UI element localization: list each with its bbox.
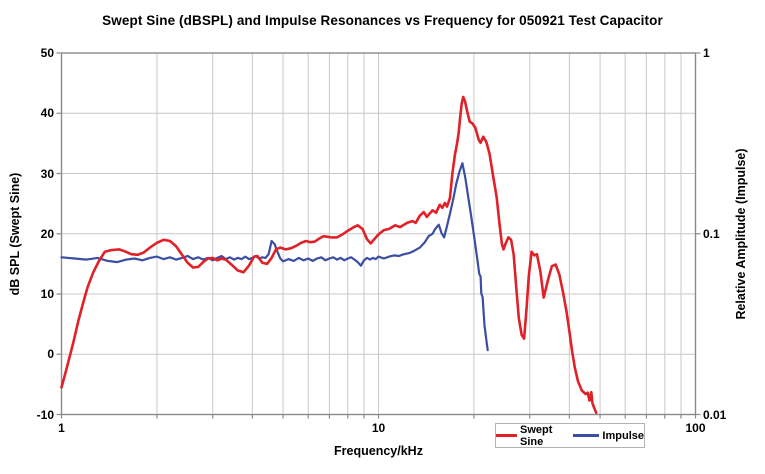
- right-axis-tick-label-1: 1: [703, 46, 710, 60]
- y-axis-tick-label-20: 20: [40, 227, 54, 241]
- y-axis-tick-label-50: 50: [40, 46, 54, 60]
- x-axis-tick-label-100: 100: [685, 421, 706, 435]
- legend-label-impulse: Impulse: [602, 429, 644, 442]
- chart-title: Swept Sine (dBSPL) and Impulse Resonance…: [102, 13, 663, 28]
- legend: Swept Sine Impulse: [495, 423, 645, 448]
- right-axis-title: Relative Amplitude (Impulse): [734, 148, 748, 320]
- y-axis-tick-label-10: 10: [40, 287, 54, 301]
- y-axis-tick-label-40: 40: [40, 106, 54, 120]
- right-axis-tick-label-0p01: 0.01: [703, 407, 727, 422]
- y-axis-tick-label-neg10: -10: [36, 407, 54, 422]
- x-axis-tick-label-10: 10: [371, 421, 386, 435]
- x-axis-tick-label-1: 1: [58, 421, 65, 435]
- right-axis-tick-label-0p1: 0.1: [703, 227, 720, 241]
- y-axis-title: dB SPL (Swept Sine): [8, 172, 22, 296]
- legend-line-swept-sine: [496, 434, 517, 437]
- x-axis-title: Frequency/kHz: [334, 444, 423, 458]
- y-axis-tick-label-0: 0: [47, 347, 54, 361]
- y-axis-tick-label-30: 30: [40, 166, 54, 181]
- legend-item-swept-sine: Swept Sine: [496, 424, 567, 448]
- legend-label-swept-sine: Swept Sine: [520, 423, 553, 448]
- legend-line-impulse: [573, 434, 600, 437]
- legend-item-impulse: Impulse: [573, 430, 644, 442]
